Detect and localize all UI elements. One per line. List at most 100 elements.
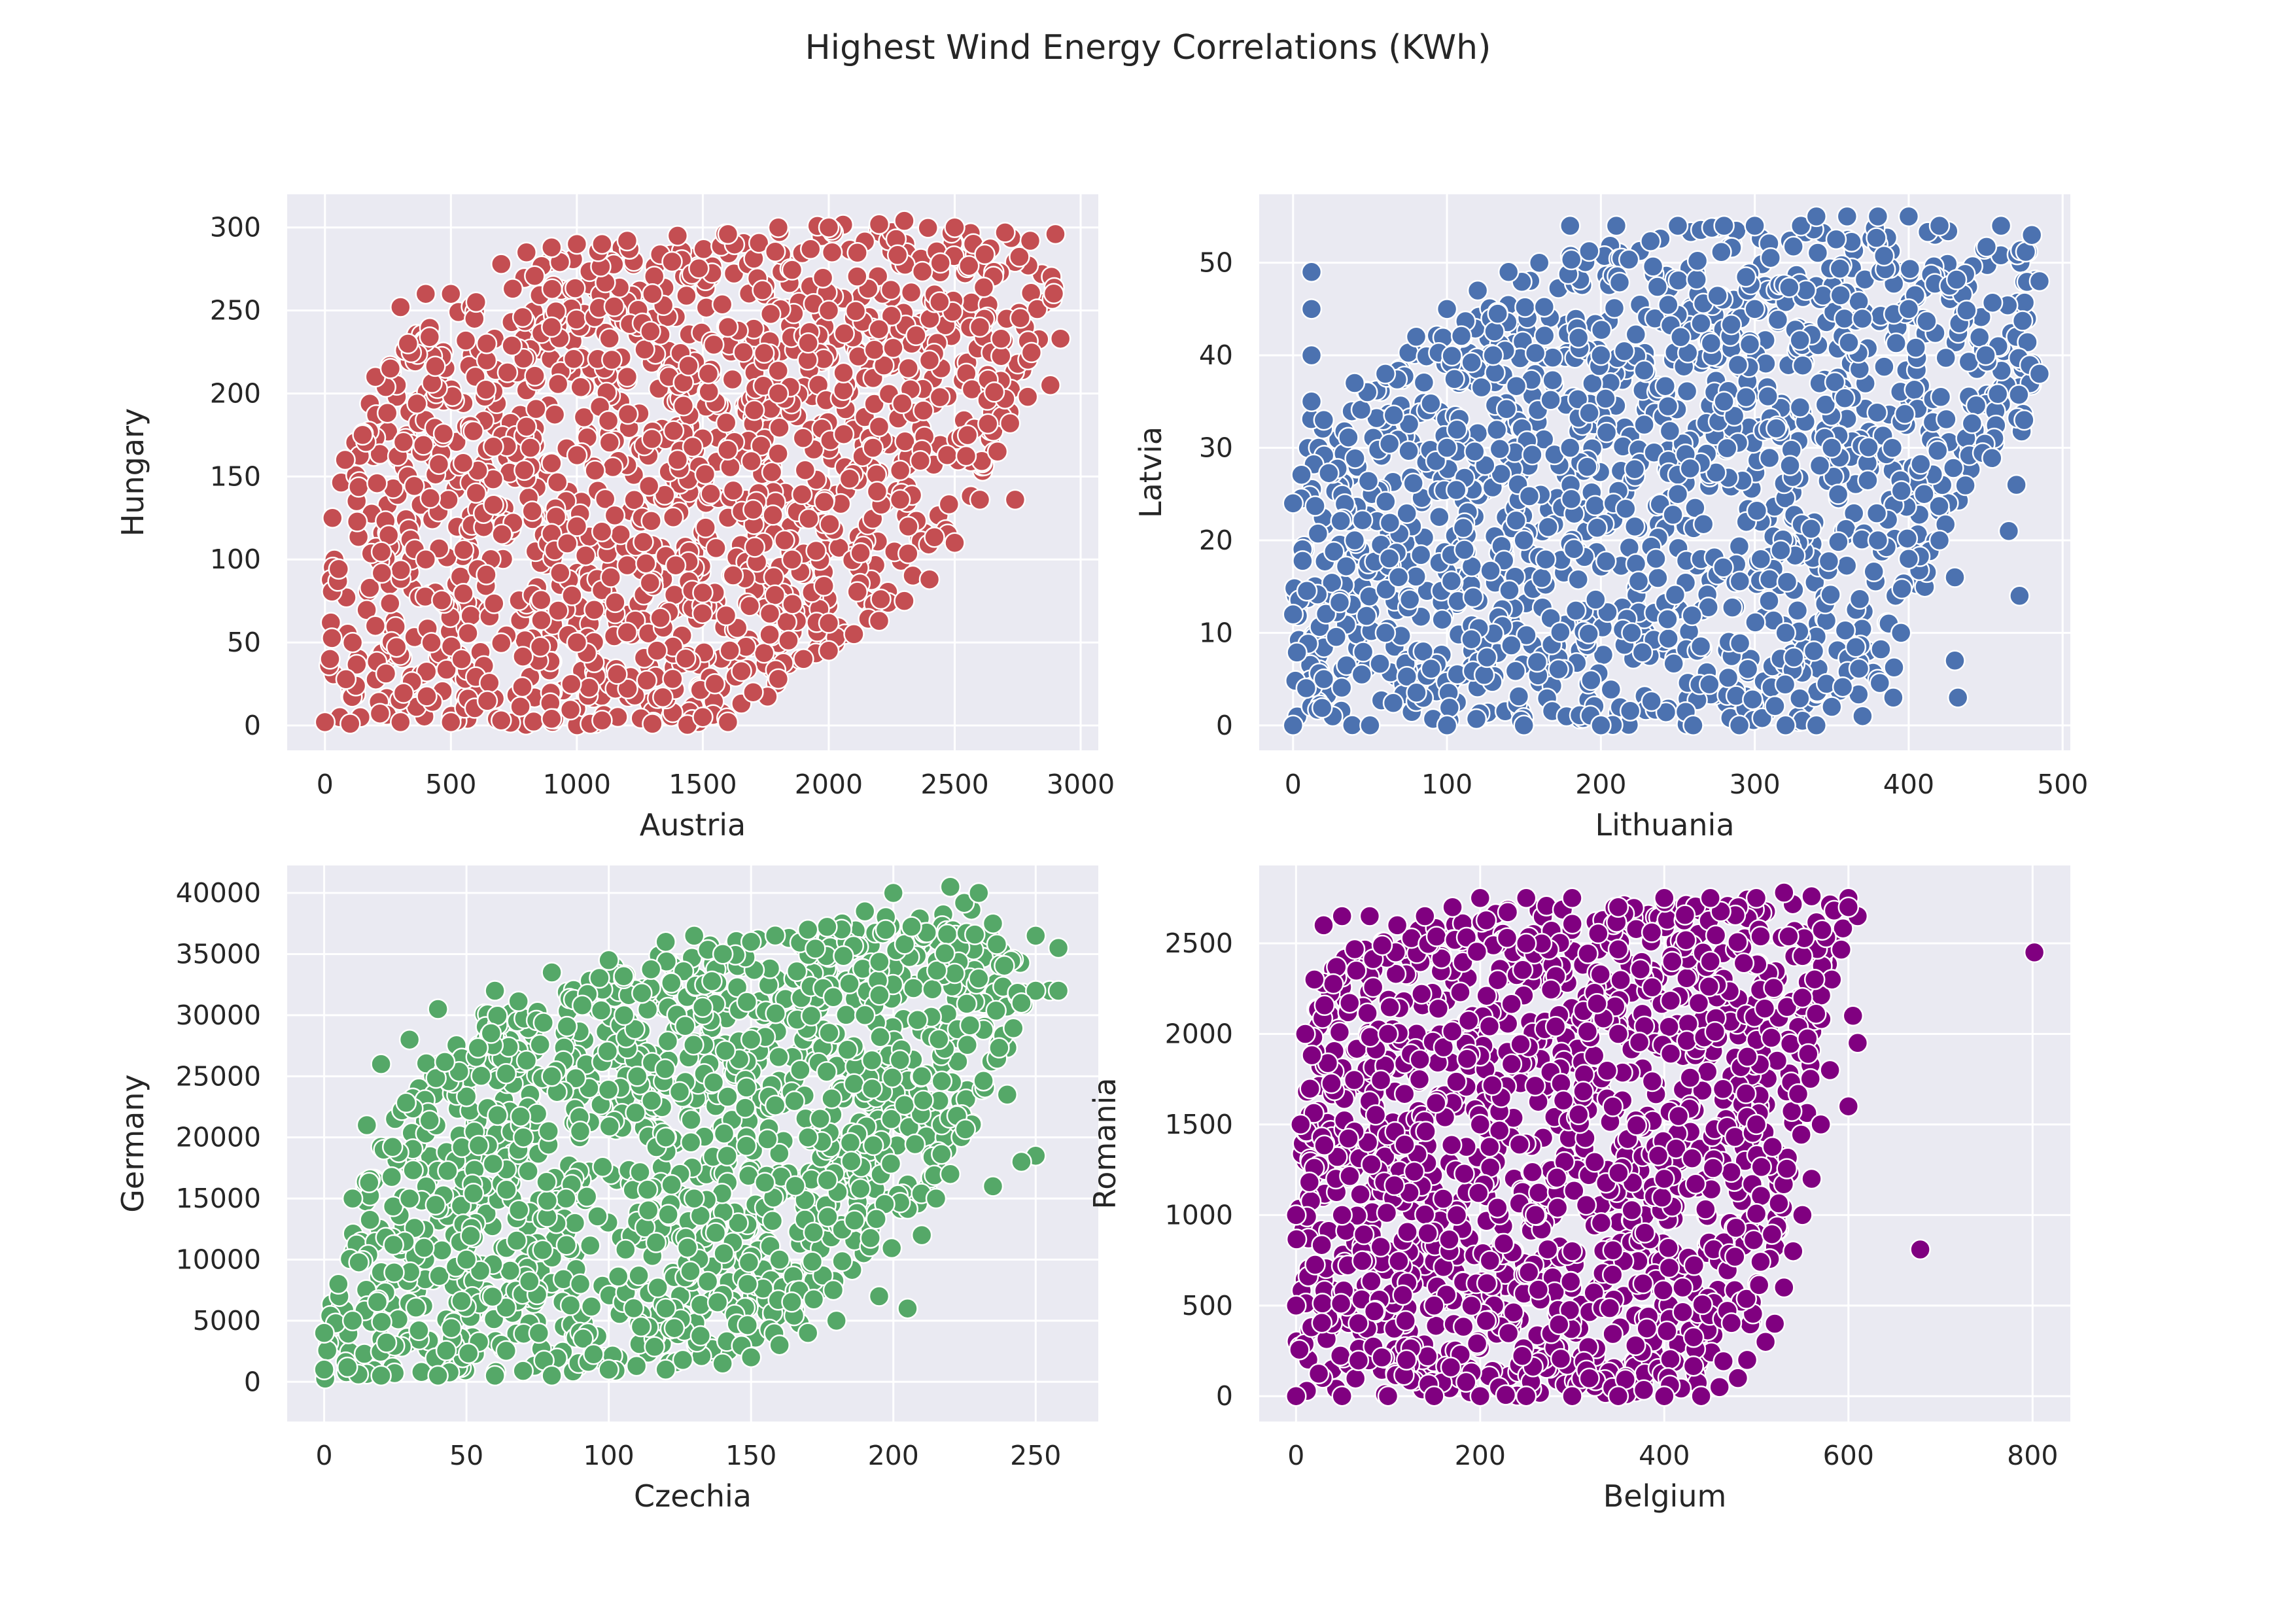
scatter-point [508, 990, 529, 1013]
scatter-point [1682, 714, 1704, 737]
scatter-point [1618, 249, 1640, 271]
scatter-point [1737, 658, 1759, 680]
scatter-point [1789, 688, 1811, 709]
panel-austria-hungary: 0 500 1000 1500 2000 2500 30000501001502002503… [115, 194, 1115, 843]
scatter-point [1735, 386, 1757, 408]
scatter-point [1299, 1077, 1321, 1100]
x-tick-label: 1000 [543, 769, 611, 800]
scatter-point [1522, 444, 1543, 466]
scatter-point [2017, 331, 2038, 353]
scatter-point [1631, 641, 1654, 663]
scatter-point [818, 1022, 840, 1044]
scatter-point [700, 483, 722, 505]
scatter-point [1011, 992, 1032, 1014]
scatter-point [1713, 215, 1735, 237]
scatter-point [1495, 398, 1518, 420]
scatter-point [794, 459, 816, 481]
scatter-point [1560, 249, 1582, 271]
scatter-point [1431, 608, 1453, 631]
scatter-point [1375, 578, 1397, 601]
scatter-point [868, 610, 890, 632]
scatter-point [1369, 653, 1391, 674]
scatter-point [1849, 588, 1871, 610]
scatter-point [469, 1260, 491, 1282]
scatter-point [897, 357, 919, 379]
scatter-point [313, 1322, 335, 1344]
scatter-point [597, 410, 619, 432]
scatter-point [366, 472, 388, 494]
scatter-point [743, 399, 765, 421]
scatter-point [782, 593, 803, 615]
scatter-point [1800, 518, 1822, 540]
scatter-point [819, 513, 841, 535]
scatter-point [822, 986, 844, 1008]
scatter-point [1936, 408, 1957, 430]
scatter-point [316, 1340, 338, 1361]
scatter-point [455, 330, 477, 351]
scatter-point [761, 461, 783, 483]
scatter-point [715, 411, 737, 434]
scatter-point [1508, 686, 1530, 707]
scatter-point [398, 1187, 421, 1210]
scatter-point [435, 1340, 457, 1361]
scatter-point [833, 423, 855, 445]
scatter-point [617, 403, 639, 425]
scatter-point [555, 1234, 578, 1256]
scatter-point [440, 283, 462, 305]
scatter-point [803, 1221, 825, 1244]
scatter-point [862, 1134, 884, 1157]
scatter-point [375, 1332, 398, 1353]
points-austria-hungary [314, 210, 1071, 736]
scatter-point [1944, 650, 1966, 672]
scatter-point [740, 1346, 762, 1369]
scatter-point [1406, 682, 1427, 703]
scatter-point [1825, 228, 1847, 251]
scatter-point [427, 998, 449, 1020]
scatter-point [328, 1273, 349, 1295]
scatter-point [717, 1086, 739, 1108]
scatter-point [1453, 539, 1475, 561]
panel-czechia-germany: 0 50 100 150 200 2500500010000150002000025000… [115, 865, 1098, 1514]
scatter-point [969, 489, 991, 511]
scatter-point [419, 1109, 440, 1132]
scatter-point [716, 1145, 738, 1167]
scatter-point [703, 334, 725, 356]
scatter-point [680, 1109, 702, 1131]
scatter-point [599, 432, 621, 453]
scatter-point [559, 699, 582, 721]
scatter-point [1845, 637, 1867, 658]
scatter-point [1282, 603, 1304, 625]
scatter-point [727, 1212, 749, 1234]
scatter-point [1329, 591, 1351, 614]
scatter-point [726, 976, 748, 998]
scatter-point [1642, 256, 1664, 277]
scatter-point [657, 1204, 679, 1225]
scatter-point [880, 305, 903, 327]
scatter-point [1490, 463, 1512, 485]
scatter-point [348, 476, 370, 498]
scatter-point [1410, 544, 1432, 566]
scatter-point [1344, 529, 1366, 551]
scatter-point [1585, 589, 1607, 610]
scatter-point [1487, 303, 1508, 324]
scatter-point [1605, 215, 1627, 237]
scatter-point [894, 590, 915, 612]
x-tick-label: 200 [1575, 769, 1626, 800]
scatter-point [1045, 223, 1066, 245]
scatter-point [786, 960, 808, 983]
scatter-point [1720, 313, 1742, 336]
scatter-point [712, 943, 734, 965]
scatter-point [767, 217, 790, 238]
scatter-point [1624, 515, 1646, 538]
scatter-point [419, 487, 442, 509]
scatter-point [1440, 570, 1463, 592]
scatter-point [1286, 642, 1308, 663]
scatter-point [1441, 345, 1463, 367]
scatter-point [480, 1022, 502, 1044]
scatter-point [1461, 351, 1482, 374]
scatter-point [510, 1106, 532, 1127]
scatter-point [573, 406, 595, 428]
scatter-point [607, 1266, 629, 1287]
scatter-point [748, 232, 770, 254]
y-tick-label: 10 [1199, 617, 1233, 648]
